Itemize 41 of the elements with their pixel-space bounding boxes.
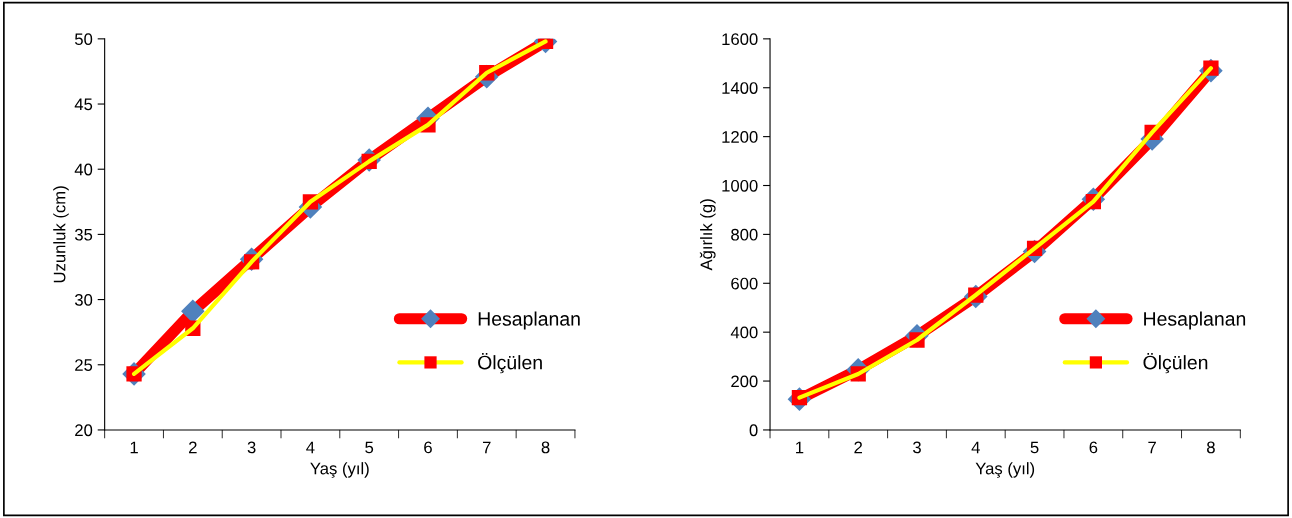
- legend-label: Hesaplanan: [478, 311, 580, 330]
- y-tick-label: 35: [74, 228, 93, 241]
- y-tick-label: 200: [731, 375, 758, 388]
- y-tick-label: 45: [74, 98, 93, 111]
- y-tick-label: 25: [75, 359, 93, 371]
- legend-label: Hesaplanan: [1144, 311, 1246, 330]
- x-axis-title: Yaş (yıl): [310, 462, 369, 478]
- y-tick-label: 30: [74, 293, 93, 306]
- x-tick-label: 2: [189, 441, 197, 454]
- x-tick-label: 4: [306, 441, 315, 454]
- y-tick-label: 50: [74, 33, 93, 46]
- x-tick-label: 6: [1089, 441, 1098, 454]
- y-tick-label: 400: [730, 326, 758, 339]
- x-axis-title: Yaş (yıl): [975, 462, 1035, 478]
- x-tick-label: 5: [365, 441, 374, 454]
- x-tick-label: 7: [1148, 441, 1156, 454]
- x-tick-label: 6: [424, 441, 432, 454]
- y-tick-label: 1000: [722, 179, 758, 192]
- x-tick-label: 8: [1207, 441, 1215, 454]
- x-tick-label: 7: [482, 441, 491, 454]
- x-tick-label: 1: [796, 441, 804, 454]
- x-tick-label: 5: [1030, 441, 1039, 454]
- y-tick-label: 0: [749, 424, 758, 437]
- point: [181, 299, 205, 324]
- legend-label: Ölçülen: [478, 352, 542, 374]
- y-tick-label: 40: [74, 163, 93, 176]
- y-tick-label: 1200: [722, 131, 758, 143]
- y-tick-label: 1400: [722, 82, 758, 94]
- legend-label: Ölçülen: [1143, 352, 1208, 374]
- y-axis-title: Uzunluk (cm): [53, 186, 69, 283]
- x-tick-label: 4: [971, 441, 980, 454]
- y-tick-label: 20: [75, 424, 93, 437]
- x-tick-label: 3: [913, 441, 921, 454]
- y-tick-label: 600: [731, 277, 758, 290]
- x-tick-label: 1: [130, 441, 138, 454]
- y-tick-label: 800: [731, 228, 758, 241]
- x-tick-label: 8: [541, 441, 550, 454]
- x-tick-label: 2: [854, 441, 863, 454]
- y-tick-label: 1600: [722, 33, 758, 46]
- x-tick-label: 3: [247, 441, 256, 454]
- y-axis-title: Ağırlık (g): [699, 199, 716, 271]
